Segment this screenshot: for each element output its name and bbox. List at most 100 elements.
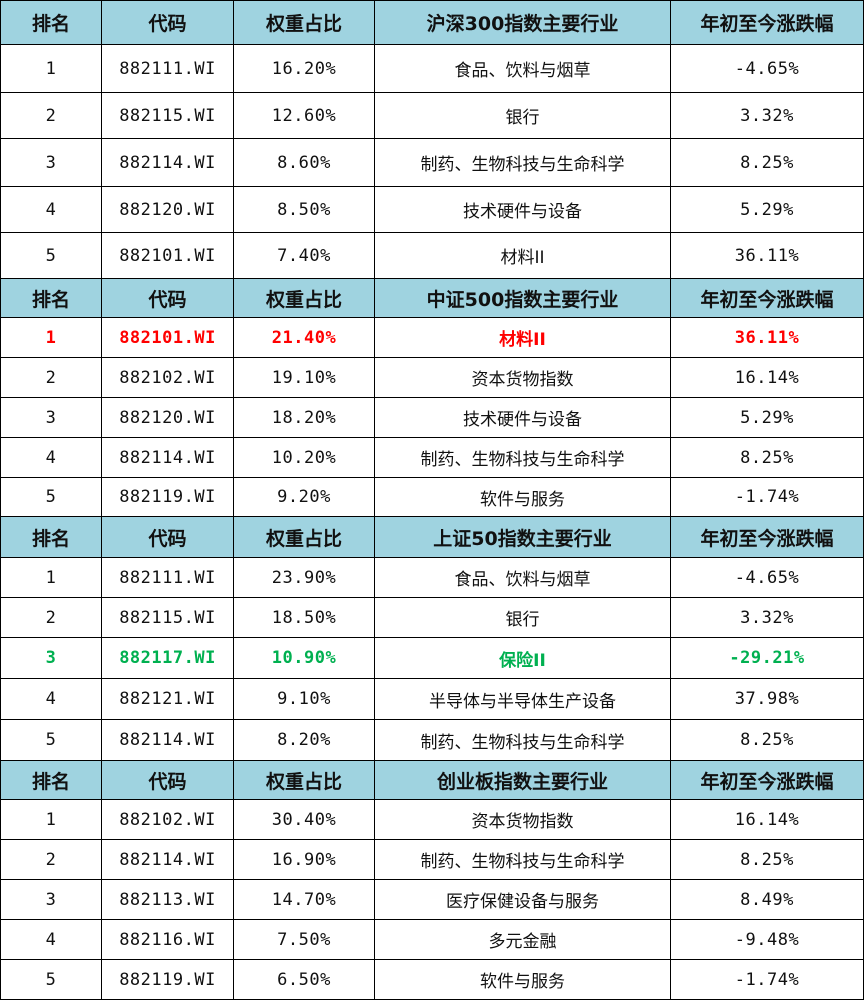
code-cell: 882111.WI bbox=[101, 44, 234, 93]
table-row: 4 882114.WI 10.20% 制药、生物科技与生命科学 8.25% bbox=[0, 437, 864, 478]
rank-cell: 4 bbox=[0, 919, 102, 960]
rank-cell: 3 bbox=[0, 397, 102, 438]
change-cell: 3.32% bbox=[670, 597, 864, 638]
change-cell: 5.29% bbox=[670, 186, 864, 233]
change-cell: 36.11% bbox=[670, 232, 864, 279]
weight-cell: 10.20% bbox=[233, 437, 375, 478]
table-row: 1 882102.WI 30.40% 资本货物指数 16.14% bbox=[0, 799, 864, 840]
table-row: 4 882120.WI 8.50% 技术硬件与设备 5.29% bbox=[0, 186, 864, 233]
rank-cell: 1 bbox=[0, 557, 102, 598]
table-row: 2 882115.WI 12.60% 银行 3.32% bbox=[0, 92, 864, 139]
table-row: 5 882101.WI 7.40% 材料II 36.11% bbox=[0, 232, 864, 279]
weight-cell: 6.50% bbox=[233, 959, 375, 1000]
section-title: 创业板指数主要行业 bbox=[374, 760, 671, 800]
code-cell: 882119.WI bbox=[101, 477, 234, 517]
rank-cell: 1 bbox=[0, 317, 102, 358]
code-cell: 882115.WI bbox=[101, 92, 234, 139]
table-row: 3 882117.WI 10.90% 保险II -29.21% bbox=[0, 637, 864, 679]
weight-cell: 30.40% bbox=[233, 799, 375, 840]
weight-cell: 19.10% bbox=[233, 357, 375, 398]
change-cell: -1.74% bbox=[670, 959, 864, 1000]
rank-header: 排名 bbox=[0, 760, 102, 800]
industry-cell: 半导体与半导体生产设备 bbox=[374, 678, 671, 720]
table-row: 2 882102.WI 19.10% 资本货物指数 16.14% bbox=[0, 357, 864, 398]
industry-cell: 材料II bbox=[374, 232, 671, 279]
change-cell: 8.25% bbox=[670, 437, 864, 478]
weight-cell: 21.40% bbox=[233, 317, 375, 358]
change-cell: 8.25% bbox=[670, 719, 864, 761]
rank-header: 排名 bbox=[0, 516, 102, 558]
table-row: 5 882119.WI 9.20% 软件与服务 -1.74% bbox=[0, 477, 864, 517]
rank-header: 排名 bbox=[0, 278, 102, 318]
weight-cell: 8.50% bbox=[233, 186, 375, 233]
change-cell: 5.29% bbox=[670, 397, 864, 438]
change-header: 年初至今涨跌幅 bbox=[670, 516, 864, 558]
weight-cell: 7.50% bbox=[233, 919, 375, 960]
code-header: 代码 bbox=[101, 278, 234, 318]
industry-cell: 资本货物指数 bbox=[374, 357, 671, 398]
rank-cell: 2 bbox=[0, 92, 102, 139]
rank-cell: 5 bbox=[0, 959, 102, 1000]
code-cell: 882102.WI bbox=[101, 357, 234, 398]
change-cell: -9.48% bbox=[670, 919, 864, 960]
industry-cell: 医疗保健设备与服务 bbox=[374, 879, 671, 920]
code-cell: 882120.WI bbox=[101, 397, 234, 438]
industry-cell: 技术硬件与设备 bbox=[374, 186, 671, 233]
table-row: 1 882101.WI 21.40% 材料II 36.11% bbox=[0, 317, 864, 358]
code-cell: 882121.WI bbox=[101, 678, 234, 720]
rank-cell: 1 bbox=[0, 44, 102, 93]
weight-cell: 18.20% bbox=[233, 397, 375, 438]
change-cell: -29.21% bbox=[670, 637, 864, 679]
section-header-row: 排名 代码 权重占比 中证500指数主要行业 年初至今涨跌幅 bbox=[0, 278, 864, 318]
industry-cell: 银行 bbox=[374, 92, 671, 139]
weight-header: 权重占比 bbox=[233, 0, 375, 45]
weight-cell: 7.40% bbox=[233, 232, 375, 279]
industry-cell: 资本货物指数 bbox=[374, 799, 671, 840]
industry-cell: 食品、饮料与烟草 bbox=[374, 557, 671, 598]
code-cell: 882101.WI bbox=[101, 232, 234, 279]
weight-cell: 8.60% bbox=[233, 138, 375, 187]
change-cell: 16.14% bbox=[670, 357, 864, 398]
weight-header: 权重占比 bbox=[233, 516, 375, 558]
table-row: 5 882114.WI 8.20% 制药、生物科技与生命科学 8.25% bbox=[0, 719, 864, 761]
weight-cell: 16.90% bbox=[233, 839, 375, 880]
code-cell: 882114.WI bbox=[101, 437, 234, 478]
change-cell: 37.98% bbox=[670, 678, 864, 720]
change-header: 年初至今涨跌幅 bbox=[670, 760, 864, 800]
weight-cell: 16.20% bbox=[233, 44, 375, 93]
weight-header: 权重占比 bbox=[233, 278, 375, 318]
weight-header: 权重占比 bbox=[233, 760, 375, 800]
table-row: 1 882111.WI 16.20% 食品、饮料与烟草 -4.65% bbox=[0, 44, 864, 93]
code-cell: 882111.WI bbox=[101, 557, 234, 598]
industry-cell: 软件与服务 bbox=[374, 477, 671, 517]
change-cell: 16.14% bbox=[670, 799, 864, 840]
code-cell: 882115.WI bbox=[101, 597, 234, 638]
weight-cell: 18.50% bbox=[233, 597, 375, 638]
code-cell: 882102.WI bbox=[101, 799, 234, 840]
change-header: 年初至今涨跌幅 bbox=[670, 0, 864, 45]
table-row: 3 882120.WI 18.20% 技术硬件与设备 5.29% bbox=[0, 397, 864, 438]
change-cell: -4.65% bbox=[670, 557, 864, 598]
code-cell: 882116.WI bbox=[101, 919, 234, 960]
change-cell: -1.74% bbox=[670, 477, 864, 517]
weight-cell: 8.20% bbox=[233, 719, 375, 761]
rank-cell: 5 bbox=[0, 719, 102, 761]
rank-cell: 2 bbox=[0, 357, 102, 398]
code-cell: 882117.WI bbox=[101, 637, 234, 679]
table-row: 3 882114.WI 8.60% 制药、生物科技与生命科学 8.25% bbox=[0, 138, 864, 187]
industry-cell: 食品、饮料与烟草 bbox=[374, 44, 671, 93]
rank-cell: 5 bbox=[0, 232, 102, 279]
rank-cell: 5 bbox=[0, 477, 102, 517]
section-title: 上证50指数主要行业 bbox=[374, 516, 671, 558]
industry-cell: 制药、生物科技与生命科学 bbox=[374, 437, 671, 478]
weight-cell: 9.10% bbox=[233, 678, 375, 720]
table-row: 1 882111.WI 23.90% 食品、饮料与烟草 -4.65% bbox=[0, 557, 864, 598]
code-cell: 882120.WI bbox=[101, 186, 234, 233]
table-row: 4 882116.WI 7.50% 多元金融 -9.48% bbox=[0, 919, 864, 960]
industry-cell: 技术硬件与设备 bbox=[374, 397, 671, 438]
rank-cell: 3 bbox=[0, 637, 102, 679]
section-title: 沪深300指数主要行业 bbox=[374, 0, 671, 45]
weight-cell: 23.90% bbox=[233, 557, 375, 598]
